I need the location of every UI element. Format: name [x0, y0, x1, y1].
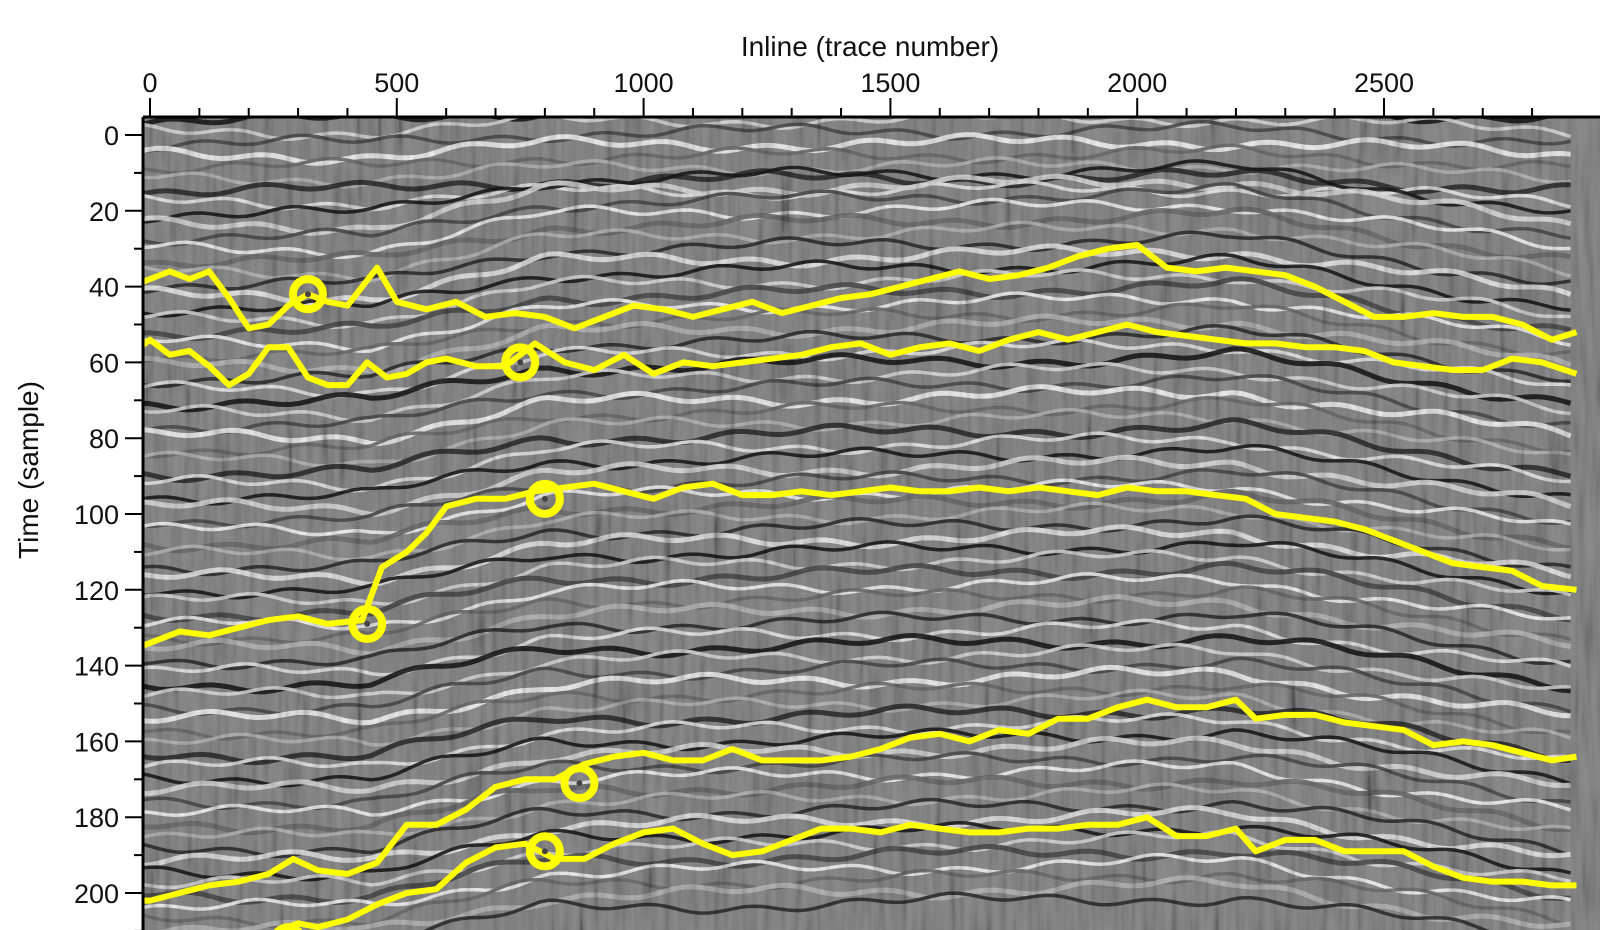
pick-marker-6: [525, 832, 564, 871]
horizon-line-2: [143, 321, 1578, 389]
pick-marker-2: [501, 343, 540, 382]
x-tick-label: 2000: [1107, 68, 1167, 98]
y-tick-label: 100: [74, 500, 119, 530]
x-axis-title: Inline (trace number): [741, 31, 999, 62]
x-tick-label: 1000: [614, 68, 674, 98]
pick-marker-center: [541, 495, 548, 502]
horizon-line-3: [143, 480, 1577, 649]
y-tick-label: 140: [74, 652, 119, 682]
x-tick-label: 1500: [860, 68, 920, 98]
y-tick-label: 20: [89, 197, 119, 227]
y-tick-label: 200: [74, 879, 119, 909]
pick-marker-center: [364, 620, 371, 627]
pick-marker-1: [288, 275, 327, 314]
y-tick-label: 60: [89, 348, 119, 378]
x-axis: 0 500 1000 1500 2000 2500: [142, 68, 1534, 117]
pick-marker-center: [304, 291, 311, 298]
pick-marker-center: [576, 780, 583, 787]
pick-marker-5: [560, 764, 599, 803]
x-tick-label: 500: [374, 68, 419, 98]
y-tick-label: 180: [74, 803, 119, 833]
pick-markers: [273, 275, 599, 930]
seismic-section: [143, 117, 1600, 930]
pick-marker-3: [525, 479, 564, 518]
y-axis-title: Time (sample): [13, 381, 44, 559]
y-tick-label: 0: [104, 121, 119, 151]
pick-marker-7: [273, 923, 303, 930]
pick-marker-4: [348, 604, 387, 643]
y-tick-label: 80: [89, 424, 119, 454]
y-tick-label: 160: [74, 727, 119, 757]
y-tick-label: 120: [74, 576, 119, 606]
horizon-line-5: [273, 814, 1577, 930]
y-axis: 0 20 40 60 80 100 120 140 160 180 200: [74, 121, 143, 930]
horizon-line-4: [143, 696, 1577, 904]
y-tick-label: 40: [89, 273, 119, 303]
pick-marker-center: [541, 848, 548, 855]
x-tick-label: 2500: [1354, 68, 1414, 98]
pick-marker-center: [517, 359, 524, 366]
x-tick-label: 0: [142, 68, 157, 98]
